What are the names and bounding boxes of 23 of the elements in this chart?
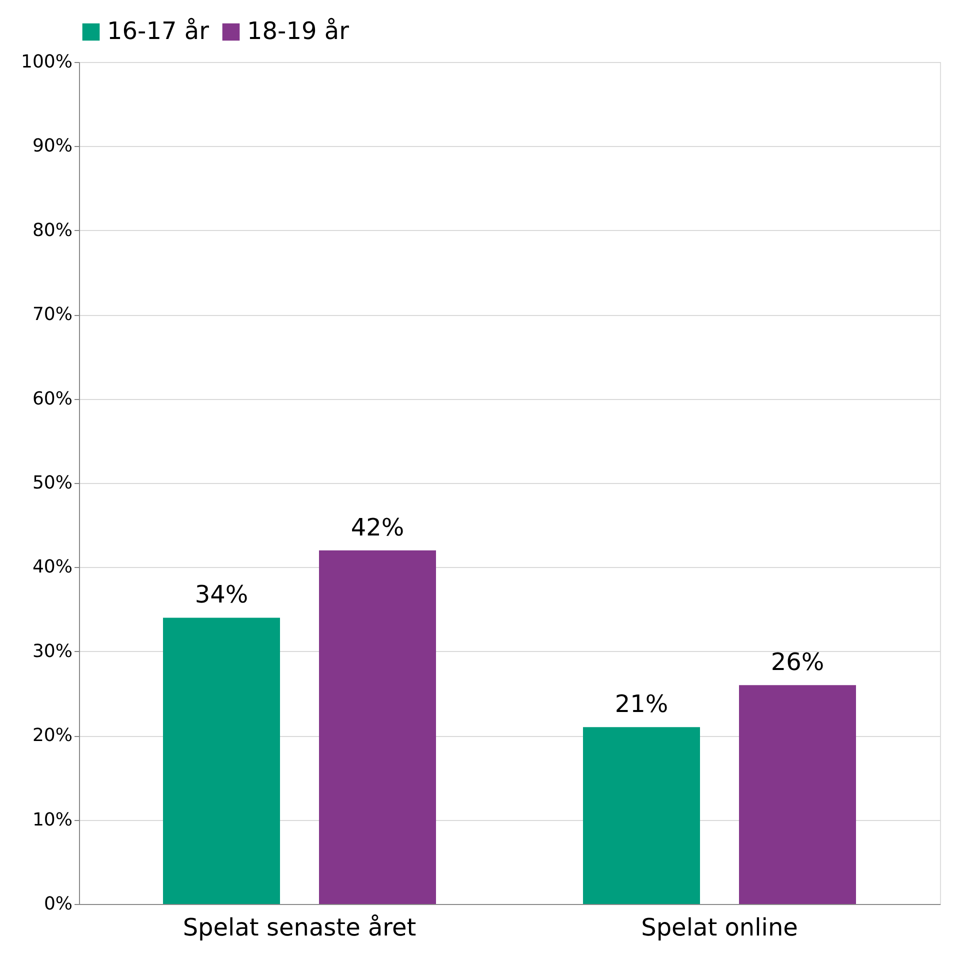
y-tick-label: 0% [44, 894, 72, 914]
y-tick-label: 100% [21, 52, 72, 72]
y-tick-label: 20% [32, 725, 72, 746]
bar [319, 550, 436, 904]
legend-label: 16-17 år [107, 17, 210, 45]
y-tick-label: 10% [32, 809, 72, 830]
y-tick-label: 60% [32, 388, 72, 410]
y-tick-label: 30% [32, 640, 72, 662]
legend-label: 18-19 år [247, 17, 350, 45]
y-tick-label: 70% [32, 304, 72, 326]
y-tick-label: 80% [32, 220, 72, 241]
y-tick-label: 50% [32, 472, 72, 494]
y-tick-label: 90% [32, 136, 72, 157]
bar [739, 685, 856, 904]
bar [583, 727, 700, 904]
data-label: 21% [614, 690, 668, 718]
data-label: 34% [194, 580, 248, 609]
x-tick-label: Spelat senaste året [182, 914, 416, 942]
x-tick-label: Spelat online [641, 914, 798, 942]
y-tick-label: 40% [32, 556, 72, 578]
bar [163, 618, 280, 904]
data-label: 26% [770, 648, 824, 676]
data-label: 42% [350, 513, 404, 542]
